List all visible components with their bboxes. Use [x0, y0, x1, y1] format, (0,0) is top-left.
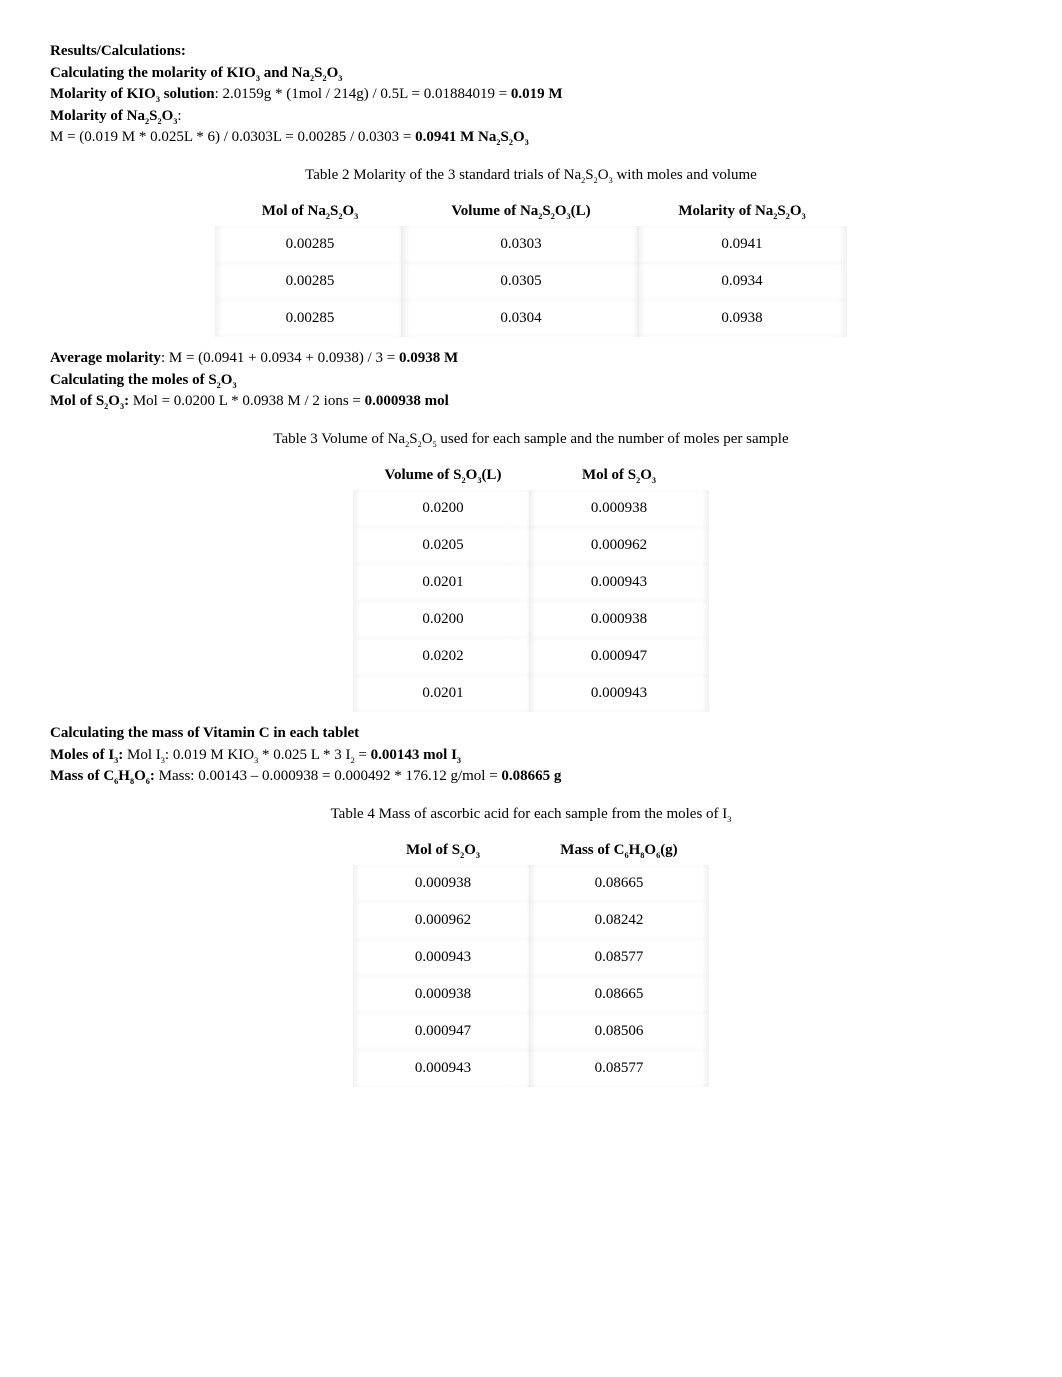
mol-s2o3-line: Mol of S2O3: Mol = 0.0200 L * 0.0938 M /… [50, 392, 1012, 412]
t4-body: 0.0009380.086650.0009620.082420.0009430.… [355, 865, 707, 1087]
molarity-na-label: Molarity of Na2S2O3: [50, 107, 1012, 127]
table-row: 0.002850.03030.0941 [217, 226, 845, 263]
table-row: 0.0009430.08577 [355, 1050, 707, 1087]
table-3: Volume of S2O3(L) Mol of S2O3 0.02000.00… [355, 457, 707, 712]
results-heading: Results/Calculations: [50, 42, 1012, 62]
table-2: Mol of Na2S2O3 Volume of Na2S2O3(L) Mola… [217, 193, 845, 337]
molarity-kio3-line: Molarity of KIO3 solution: 2.0159g * (1m… [50, 85, 1012, 105]
table-cell: 0.000947 [355, 1013, 531, 1050]
table-row: 0.0009380.08665 [355, 976, 707, 1013]
avg-molarity-line: Average molarity: M = (0.0941 + 0.0934 +… [50, 349, 1012, 369]
table-cell: 0.0304 [403, 300, 639, 337]
table-cell: 0.000943 [531, 564, 707, 601]
table-row: 0.02020.000947 [355, 638, 707, 675]
table-cell: 0.08577 [531, 939, 707, 976]
table3-caption: Table 3 Volume of Na2S2O5 used for each … [50, 430, 1012, 450]
table-cell: 0.0200 [355, 601, 531, 638]
table-cell: 0.0200 [355, 490, 531, 527]
table-row: 0.02010.000943 [355, 564, 707, 601]
table-row: 0.0009430.08577 [355, 939, 707, 976]
table-cell: 0.08665 [531, 976, 707, 1013]
table-cell: 0.000938 [531, 490, 707, 527]
table-cell: 0.0303 [403, 226, 639, 263]
table-cell: 0.0201 [355, 675, 531, 712]
table-cell: 0.000943 [355, 939, 531, 976]
table-row: 0.02000.000938 [355, 490, 707, 527]
table-cell: 0.000962 [531, 527, 707, 564]
table-row: 0.0009380.08665 [355, 865, 707, 902]
table-row: 0.02000.000938 [355, 601, 707, 638]
t4-col2: Mass of C6H8O6(g) [531, 832, 707, 865]
table-4: Mol of S2O3 Mass of C6H8O6(g) 0.0009380.… [355, 832, 707, 1087]
table-cell: 0.0934 [639, 263, 845, 300]
table4-caption: Table 4 Mass of ascorbic acid for each s… [50, 805, 1012, 825]
table-cell: 0.000938 [355, 976, 531, 1013]
t2-col2: Volume of Na2S2O3(L) [403, 193, 639, 226]
table-cell: 0.00285 [217, 263, 403, 300]
t3-col2: Mol of S2O3 [531, 457, 707, 490]
table-cell: 0.0938 [639, 300, 845, 337]
table-cell: 0.000938 [355, 865, 531, 902]
table-cell: 0.000943 [531, 675, 707, 712]
table-cell: 0.08506 [531, 1013, 707, 1050]
table-row: 0.0009620.08242 [355, 902, 707, 939]
t2-col3: Molarity of Na2S2O3 [639, 193, 845, 226]
table-cell: 0.000962 [355, 902, 531, 939]
table-cell: 0.00285 [217, 226, 403, 263]
table-cell: 0.0202 [355, 638, 531, 675]
table-cell: 0.00285 [217, 300, 403, 337]
table-cell: 0.0305 [403, 263, 639, 300]
table-row: 0.02050.000962 [355, 527, 707, 564]
table-cell: 0.08577 [531, 1050, 707, 1087]
table-cell: 0.08242 [531, 902, 707, 939]
t3-body: 0.02000.0009380.02050.0009620.02010.0009… [355, 490, 707, 712]
t2-col1: Mol of Na2S2O3 [217, 193, 403, 226]
mass-c6h8o6-line: Mass of C6H8O6: Mass: 0.00143 – 0.000938… [50, 767, 1012, 787]
table-row: 0.002850.03040.0938 [217, 300, 845, 337]
table-cell: 0.0201 [355, 564, 531, 601]
table-cell: 0.08665 [531, 865, 707, 902]
t4-col1: Mol of S2O3 [355, 832, 531, 865]
moles-i3-line: Moles of I3: Mol I3: 0.019 M KIO3 * 0.02… [50, 746, 1012, 766]
table-cell: 0.000947 [531, 638, 707, 675]
table-row: 0.002850.03050.0934 [217, 263, 845, 300]
table-cell: 0.000943 [355, 1050, 531, 1087]
table-cell: 0.0205 [355, 527, 531, 564]
table-row: 0.02010.000943 [355, 675, 707, 712]
vitc-heading: Calculating the mass of Vitamin C in eac… [50, 724, 1012, 744]
table-cell: 0.000938 [531, 601, 707, 638]
calc-moles-heading: Calculating the moles of S2O3 [50, 371, 1012, 391]
table-row: 0.0009470.08506 [355, 1013, 707, 1050]
table-cell: 0.0941 [639, 226, 845, 263]
table2-caption: Table 2 Molarity of the 3 standard trial… [50, 166, 1012, 186]
t2-body: 0.002850.03030.09410.002850.03050.09340.… [217, 226, 845, 337]
calc-molarity-heading: Calculating the molarity of KIO3 and Na2… [50, 64, 1012, 84]
molarity-na-calc: M = (0.019 M * 0.025L * 6) / 0.0303L = 0… [50, 128, 1012, 148]
t3-col1: Volume of S2O3(L) [355, 457, 531, 490]
